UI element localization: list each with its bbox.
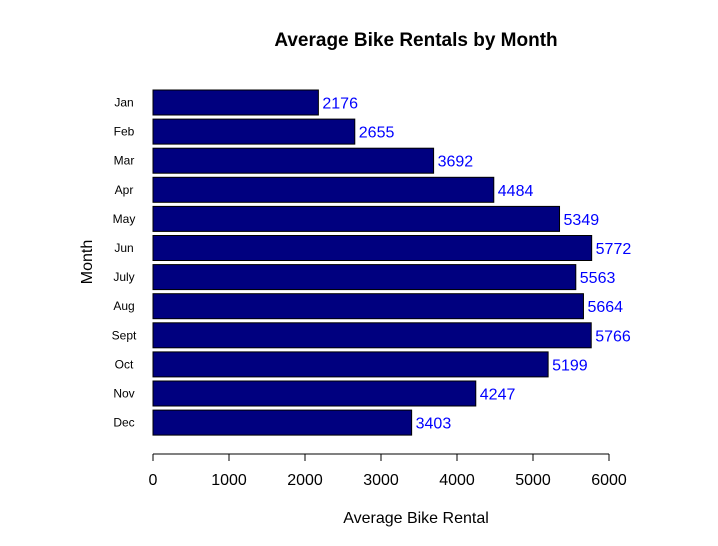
x-axis: 0 1000 2000 3000 4000 5000 6000 xyxy=(149,453,627,489)
y-tick-label-may: May xyxy=(113,212,136,226)
data-label-july: 5563 xyxy=(580,270,616,287)
y-axis-label: Month xyxy=(79,240,96,284)
bar-sept xyxy=(152,322,592,349)
data-label-dec: 3403 xyxy=(416,416,452,433)
bar-july xyxy=(152,264,577,291)
data-label-jun: 5772 xyxy=(596,241,632,258)
data-label-nov: 4247 xyxy=(480,387,516,404)
x-tick-label-2000: 2000 xyxy=(287,472,323,489)
y-tick-label-dec: Dec xyxy=(113,416,134,430)
bar-jan xyxy=(152,89,319,116)
x-tick-label-5000: 5000 xyxy=(515,472,551,489)
y-axis-labels-group: Jan Feb Mar Apr May Jun July Aug Sept Oct Nov Dec xyxy=(112,96,137,430)
bar-dec xyxy=(152,409,413,436)
bar-feb xyxy=(152,118,356,145)
y-tick-label-nov: Nov xyxy=(113,387,134,401)
chart-title: Average Bike Rentals by Month xyxy=(274,30,557,51)
y-tick-label-jan: Jan xyxy=(114,96,133,110)
x-tick-label-0: 0 xyxy=(149,472,158,489)
data-label-apr: 4484 xyxy=(498,183,534,200)
bar-aug xyxy=(152,293,584,320)
y-tick-label-jun: Jun xyxy=(114,241,133,255)
data-label-sept: 5766 xyxy=(595,328,631,345)
x-tick-label-1000: 1000 xyxy=(211,472,247,489)
bar-jun xyxy=(152,235,593,261)
bar-may xyxy=(152,205,561,232)
bar-apr xyxy=(152,176,495,203)
data-label-oct: 5199 xyxy=(552,357,588,374)
data-label-jan: 2176 xyxy=(322,96,358,113)
y-tick-label-sept: Sept xyxy=(112,328,137,342)
x-tick-label-6000: 6000 xyxy=(591,472,627,489)
y-tick-label-apr: Apr xyxy=(115,183,134,197)
data-label-feb: 2655 xyxy=(359,125,395,142)
y-tick-label-feb: Feb xyxy=(114,125,135,139)
bar-mar xyxy=(152,147,435,174)
y-tick-label-oct: Oct xyxy=(115,357,134,371)
y-tick-label-july: July xyxy=(113,270,134,284)
y-tick-label-aug: Aug xyxy=(113,299,134,313)
data-label-may: 5349 xyxy=(564,212,600,229)
data-label-mar: 3692 xyxy=(438,154,474,171)
x-axis-label: Average Bike Rental xyxy=(343,510,489,527)
data-label-aug: 5664 xyxy=(587,299,623,316)
bar-nov xyxy=(152,380,477,407)
bars-group xyxy=(152,89,593,436)
x-tick-label-3000: 3000 xyxy=(363,472,399,489)
x-tick-label-4000: 4000 xyxy=(439,472,475,489)
y-tick-label-mar: Mar xyxy=(114,154,135,168)
bar-oct xyxy=(152,351,549,378)
